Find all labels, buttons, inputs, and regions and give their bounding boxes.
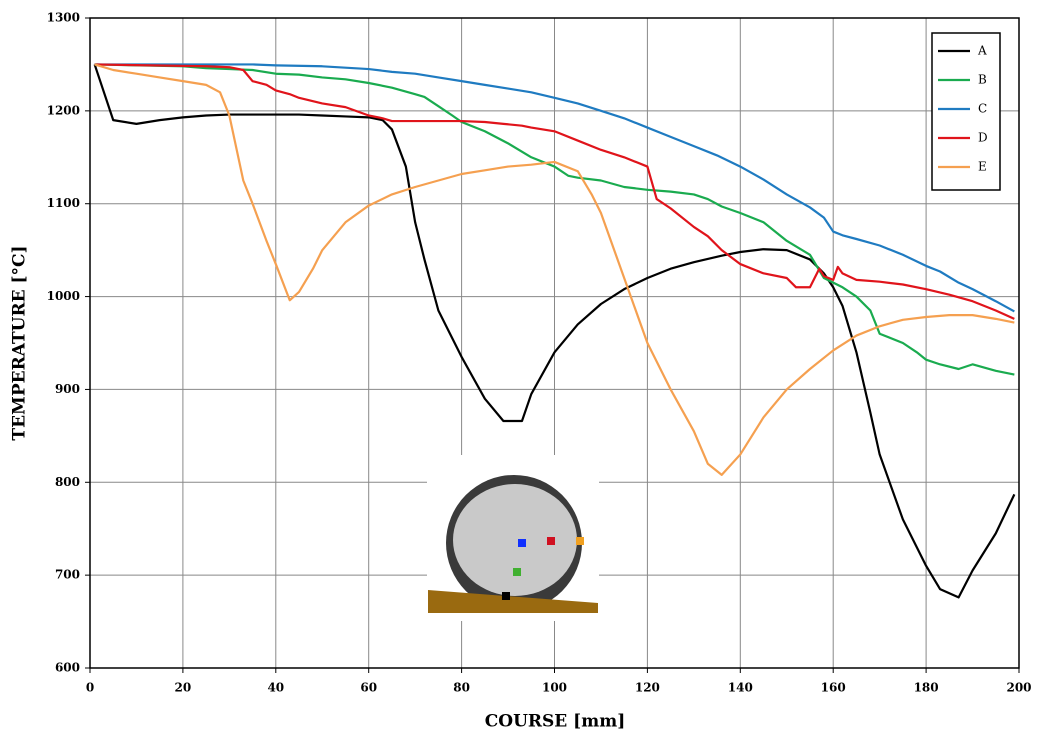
x-tick-label: 180 <box>914 681 939 695</box>
inset-diagram <box>427 455 599 621</box>
y-tick-label: 1300 <box>47 11 80 25</box>
x-tick-label: 80 <box>453 681 470 695</box>
point-a <box>502 592 510 600</box>
legend-label: C <box>978 102 987 116</box>
ball-core <box>453 484 577 596</box>
series-line <box>93 64 1016 599</box>
x-tick-label: 120 <box>635 681 660 695</box>
x-tick-label: 100 <box>542 681 567 695</box>
legend-label: D <box>978 131 988 145</box>
series-line <box>94 63 1015 376</box>
x-tick-label: 20 <box>175 681 192 695</box>
point-b <box>513 568 521 576</box>
legend-box <box>931 32 1001 191</box>
point-d <box>547 537 555 545</box>
x-tick-label: 60 <box>360 681 377 695</box>
point-c <box>518 539 526 547</box>
y-axis-label: TEMPERATURE [°C] <box>10 245 30 440</box>
lines <box>93 63 1016 599</box>
series-line <box>94 63 1015 320</box>
x-tick-label: 40 <box>267 681 284 695</box>
y-tick-label: 700 <box>55 568 80 582</box>
x-tick-label: 0 <box>86 681 94 695</box>
x-axis-label: COURSE [mm] <box>485 712 626 732</box>
point-e <box>576 537 584 545</box>
y-tick-label: 1200 <box>47 103 80 117</box>
legend-label: A <box>977 44 987 58</box>
y-tick-label: 800 <box>55 475 80 489</box>
plate <box>428 590 598 613</box>
x-tick-label: 200 <box>1006 681 1031 695</box>
x-tick-label: 140 <box>728 681 753 695</box>
legend-label: E <box>978 160 987 174</box>
plot-frame <box>89 17 1020 669</box>
legend-label: B <box>978 73 987 87</box>
y-tick-label: 1100 <box>47 196 80 210</box>
legend: A B C D E <box>931 32 1001 191</box>
series-line <box>94 63 1015 476</box>
y-tick-label: 900 <box>55 382 80 396</box>
series-line <box>94 63 1015 313</box>
y-tick-label: 600 <box>55 661 80 675</box>
x-tick-label: 160 <box>821 681 846 695</box>
y-tick-label: 1000 <box>47 289 80 303</box>
